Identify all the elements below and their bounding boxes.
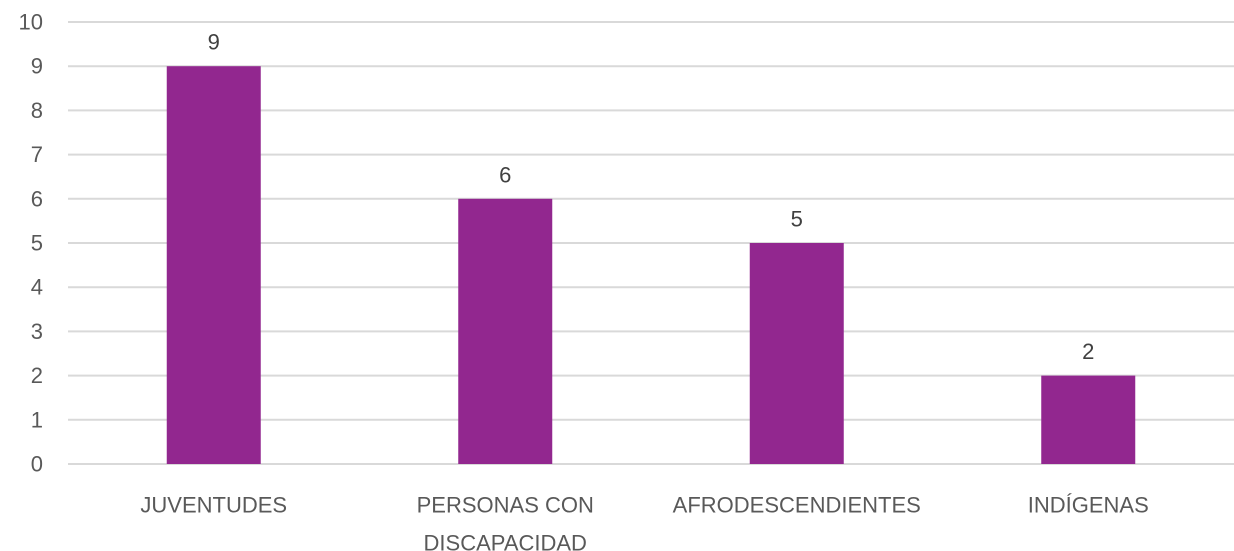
category-label-line: INDÍGENAS: [1028, 493, 1149, 518]
y-tick-label-7: 7: [31, 142, 43, 167]
bars: [166, 66, 1136, 465]
bar-3: [1041, 375, 1136, 464]
category-label-0: JUVENTUDES: [140, 493, 287, 518]
bar-0: [166, 66, 261, 464]
y-tick-label-1: 1: [31, 407, 43, 432]
y-tick-label-9: 9: [31, 54, 43, 79]
y-tick-label-6: 6: [31, 186, 43, 211]
data-label-3: 2: [1082, 339, 1094, 364]
category-label-1: PERSONAS CON DISCAPACIDAD: [417, 493, 594, 551]
y-tick-label-10: 10: [19, 10, 43, 35]
y-tick-label-8: 8: [31, 98, 43, 123]
category-label-3: INDÍGENAS: [1028, 493, 1149, 518]
category-label-line: JUVENTUDES: [140, 493, 287, 518]
gridlines: [68, 21, 1234, 465]
bar-1: [458, 198, 553, 465]
y-axis-tick-labels: 0 1 2 3 4 5 6 7 8 9 10: [19, 10, 43, 477]
y-tick-label-2: 2: [31, 363, 43, 388]
data-labels: 9 6 5 2: [208, 30, 1095, 364]
category-label-line: AFRODESCENDIENTES: [673, 493, 921, 518]
category-label-line: PERSONAS CON: [417, 493, 594, 518]
y-tick-label-3: 3: [31, 319, 43, 344]
y-tick-label-4: 4: [31, 275, 43, 300]
y-tick-label-0: 0: [31, 452, 43, 477]
y-tick-label-5: 5: [31, 231, 43, 256]
category-label-2: AFRODESCENDIENTES: [673, 493, 921, 518]
x-axis-category-labels: JUVENTUDES PERSONAS CON DISCAPACIDAD AFRODE…: [140, 493, 1148, 551]
data-label-0: 9: [208, 30, 220, 55]
data-label-2: 5: [791, 207, 803, 232]
bar-2: [749, 243, 844, 464]
data-label-1: 6: [499, 162, 511, 187]
category-label-line: DISCAPACIDAD: [424, 531, 587, 551]
